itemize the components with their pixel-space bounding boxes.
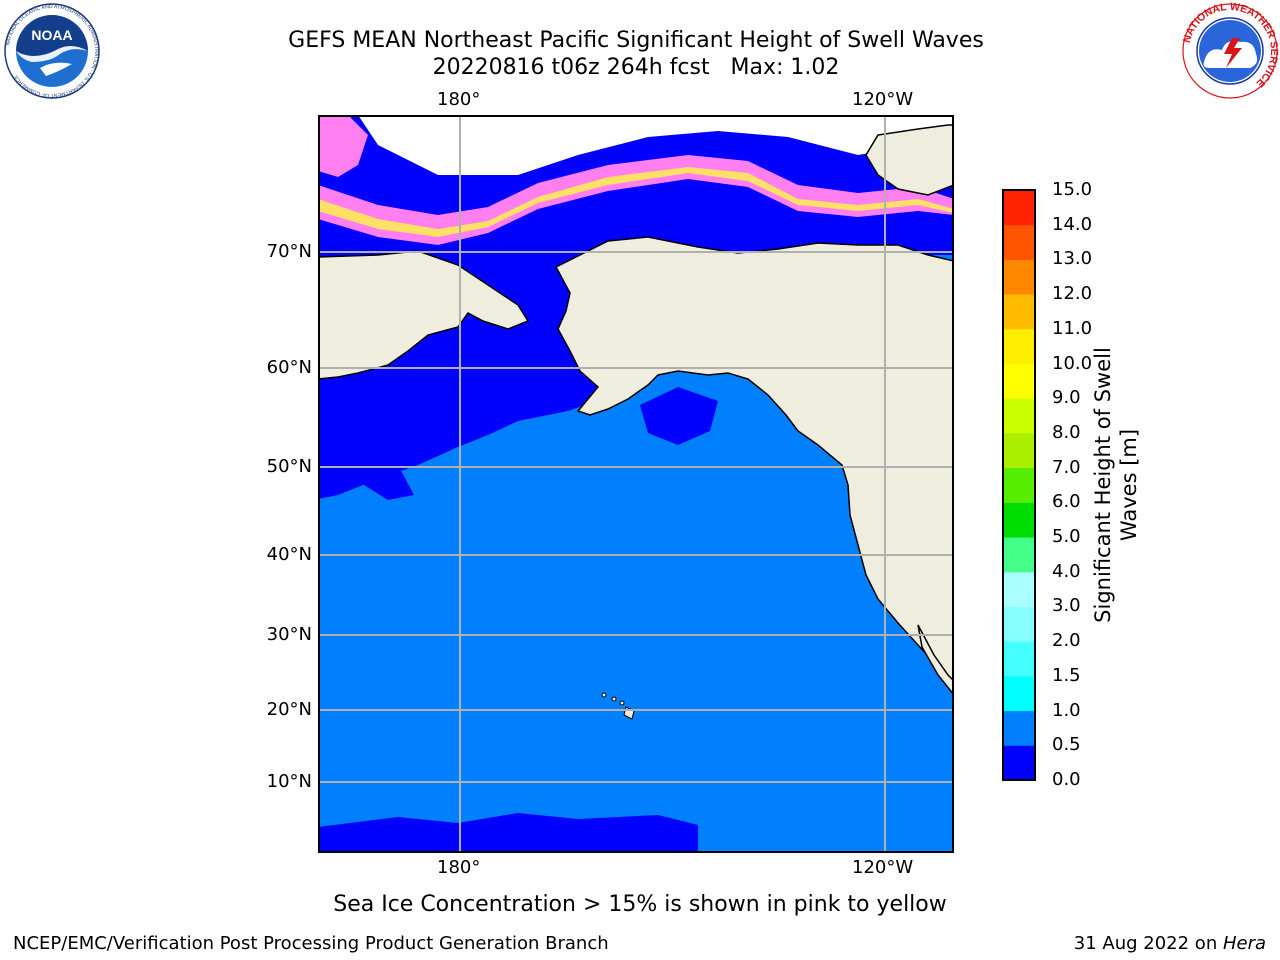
colorbar-tick-label: 1.0 [1052, 699, 1081, 721]
noaa-logo: NOAA NATIONAL OCEANIC AND ATMOSPHERIC AD… [4, 3, 100, 99]
lon-label-top-180: 180° [437, 89, 481, 110]
footer-branch: NCEP/EMC/Verification Post Processing Pr… [13, 933, 609, 954]
colorbar-tick-label: 10.0 [1052, 352, 1093, 374]
colorbar-tick-label: 0.5 [1052, 734, 1081, 756]
lon-label-top-120w: 120°W [852, 89, 914, 110]
colorbar-box [1003, 363, 1035, 399]
land-siberia [318, 250, 530, 380]
colorbar-tick-label: 12.0 [1052, 283, 1093, 305]
colorbar-tick-label: 5.0 [1052, 526, 1081, 548]
sea-ice-west [318, 115, 368, 177]
colorbar-box [1003, 606, 1035, 642]
lat-label-60n: 60°N [266, 357, 312, 378]
chart-title: GEFS MEAN Northeast Pacific Significant … [288, 28, 984, 53]
lon-label-bottom-180: 180° [437, 857, 481, 878]
colorbar-tick-label: 13.0 [1052, 248, 1093, 270]
colorbar-box [1003, 398, 1035, 434]
colorbar [1002, 189, 1036, 781]
arctic-blank [318, 115, 954, 175]
colorbar-tick-label: 6.0 [1052, 491, 1081, 513]
land-alaska-canada [554, 236, 954, 687]
colorbar-frame [1002, 189, 1036, 781]
footer-date: 31 Aug 2022 on Hera [1074, 933, 1266, 955]
ocean-dark-equatorial [318, 813, 698, 853]
colorbar-tick-label: 4.0 [1052, 560, 1081, 582]
sea-ice-edge [318, 167, 954, 237]
lat-label-40n: 40°N [266, 544, 312, 565]
colorbar-box [1003, 224, 1035, 260]
map-panel [318, 115, 954, 853]
sea-ice-band [318, 155, 954, 245]
colorbar-tick-label: 9.0 [1052, 387, 1081, 409]
colorbar-tick-label: 14.0 [1052, 213, 1093, 235]
footer-host: Hera [1222, 933, 1266, 954]
lat-label-10n: 10°N [266, 771, 312, 792]
colorbar-box [1003, 467, 1035, 503]
colorbar-tick-label: 0.0 [1052, 769, 1081, 790]
land-baja [917, 624, 954, 697]
noaa-logo-text: NOAA [31, 27, 72, 43]
nws-logo: NATIONAL WEATHER SERVICE [1181, 2, 1280, 99]
colorbar-box [1003, 641, 1035, 677]
colorbar-box [1003, 294, 1035, 330]
colorbar-tick-label: 7.0 [1052, 456, 1081, 478]
map-frame [318, 115, 954, 853]
colorbar-box [1003, 502, 1035, 538]
colorbar-box [1003, 190, 1035, 226]
colorbar-box [1003, 432, 1035, 469]
colorbar-tick-label: 3.0 [1052, 595, 1081, 617]
footer-date-text: 31 Aug 2022 on [1073, 933, 1223, 954]
land-arctic-islands [865, 124, 954, 196]
sea-ice-note: Sea Ice Concentration > 15% is shown in … [333, 892, 947, 917]
lon-label-bottom-120w: 120°W [852, 857, 914, 878]
colorbar-box [1003, 710, 1035, 746]
colorbar-box [1003, 328, 1035, 365]
colorbar-boxes [1003, 190, 1035, 781]
colorbar-box [1003, 675, 1035, 712]
colorbar-box [1003, 745, 1035, 781]
colorbar-tick-label: 11.0 [1052, 317, 1093, 339]
colorbar-box [1003, 259, 1035, 295]
lat-label-70n: 70°N [266, 241, 312, 262]
ocean-dark-west-patch [318, 425, 414, 500]
chart-subtitle: 20220816 t06z 264h fcst Max: 1.02 [432, 55, 840, 80]
lat-label-20n: 20°N [266, 699, 312, 720]
colorbar-label: Significant Height of Swell Waves [m] [1091, 347, 1141, 623]
gridlines [318, 115, 954, 853]
colorbar-tick-label: 8.0 [1052, 421, 1081, 443]
colorbar-tick-label: 2.0 [1052, 630, 1081, 652]
lat-label-30n: 30°N [266, 624, 312, 645]
colorbar-box [1003, 571, 1035, 607]
colorbar-tick-label: 15.0 [1052, 179, 1093, 200]
lat-label-50n: 50°N [266, 456, 312, 477]
colorbar-tick-label: 1.5 [1052, 664, 1081, 686]
colorbar-box [1003, 537, 1035, 573]
ocean-dark-gulf [640, 387, 718, 445]
